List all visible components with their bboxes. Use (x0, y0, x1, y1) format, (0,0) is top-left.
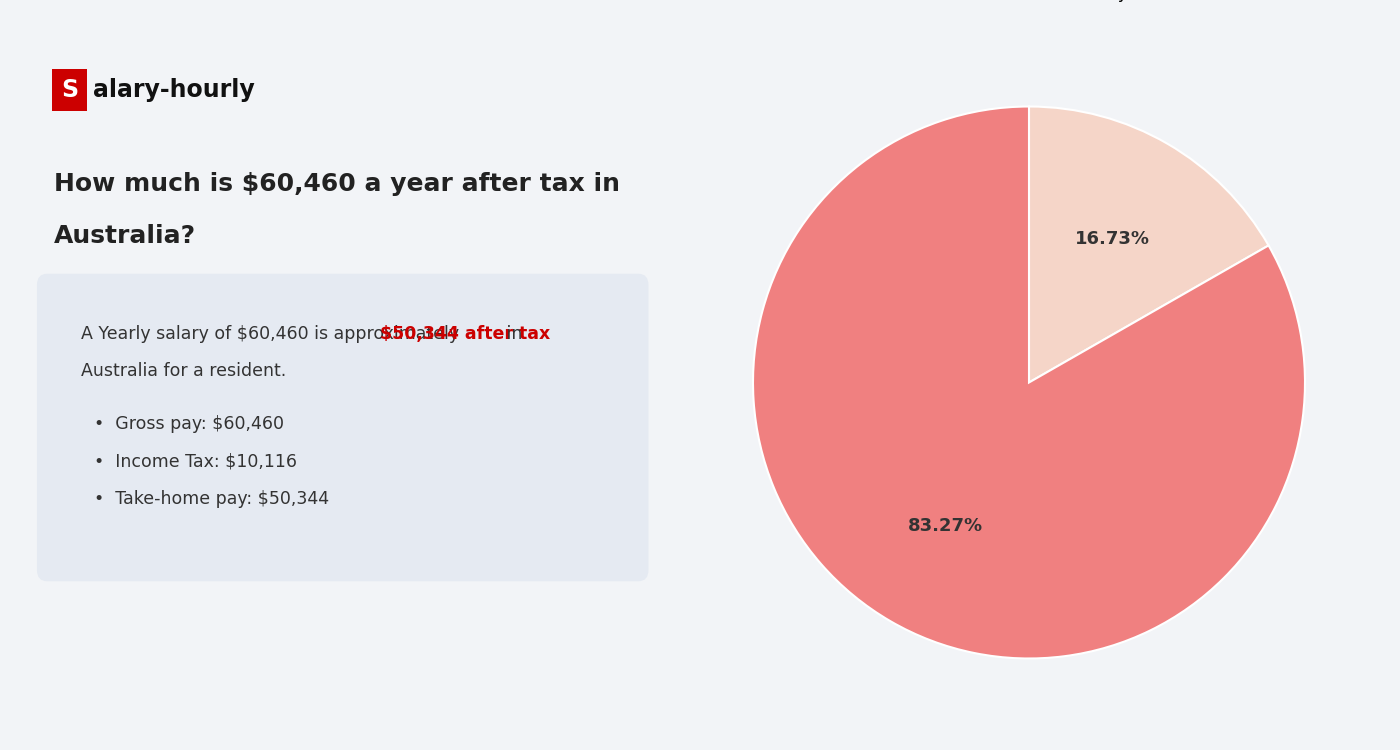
FancyBboxPatch shape (52, 69, 87, 111)
Text: Australia for a resident.: Australia for a resident. (81, 362, 286, 380)
Text: in: in (501, 325, 522, 343)
Legend: Income Tax, Take-home Pay: Income Tax, Take-home Pay (813, 0, 1135, 8)
Text: 16.73%: 16.73% (1075, 230, 1149, 248)
Text: A Yearly salary of $60,460 is approximately: A Yearly salary of $60,460 is approximat… (81, 325, 465, 343)
Text: Australia?: Australia? (53, 224, 196, 248)
Text: 83.27%: 83.27% (909, 517, 983, 535)
Text: S: S (62, 78, 78, 102)
Wedge shape (1029, 106, 1268, 382)
FancyBboxPatch shape (36, 274, 648, 581)
Text: •  Income Tax: $10,116: • Income Tax: $10,116 (94, 452, 297, 470)
Text: alary-hourly: alary-hourly (92, 78, 255, 102)
Text: How much is $60,460 a year after tax in: How much is $60,460 a year after tax in (53, 172, 620, 196)
Text: •  Take-home pay: $50,344: • Take-home pay: $50,344 (94, 490, 329, 508)
Text: $50,344 after tax: $50,344 after tax (379, 325, 550, 343)
Wedge shape (753, 106, 1305, 658)
Text: •  Gross pay: $60,460: • Gross pay: $60,460 (94, 415, 284, 433)
